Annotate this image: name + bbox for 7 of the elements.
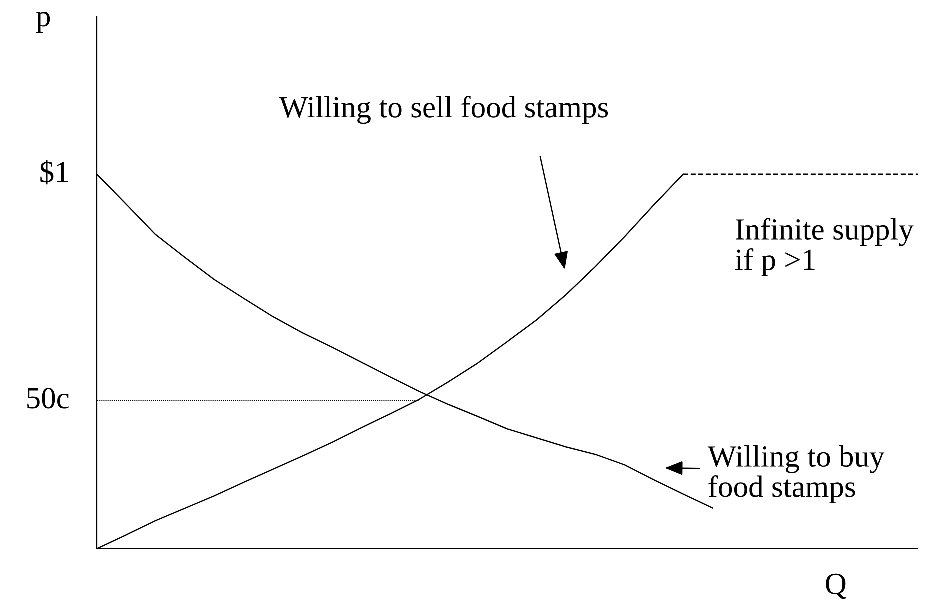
annotation: Willing to buy food stamps — [708, 446, 885, 504]
x-axis-title: Q — [826, 574, 846, 600]
annotation: Infinite supply if p >1 — [736, 218, 914, 276]
text: 50c — [28, 388, 69, 409]
text: $1 — [40, 160, 68, 185]
y-axis-title: p — [36, 12, 50, 33]
text: Willing to sell food stamps — [279, 96, 608, 124]
